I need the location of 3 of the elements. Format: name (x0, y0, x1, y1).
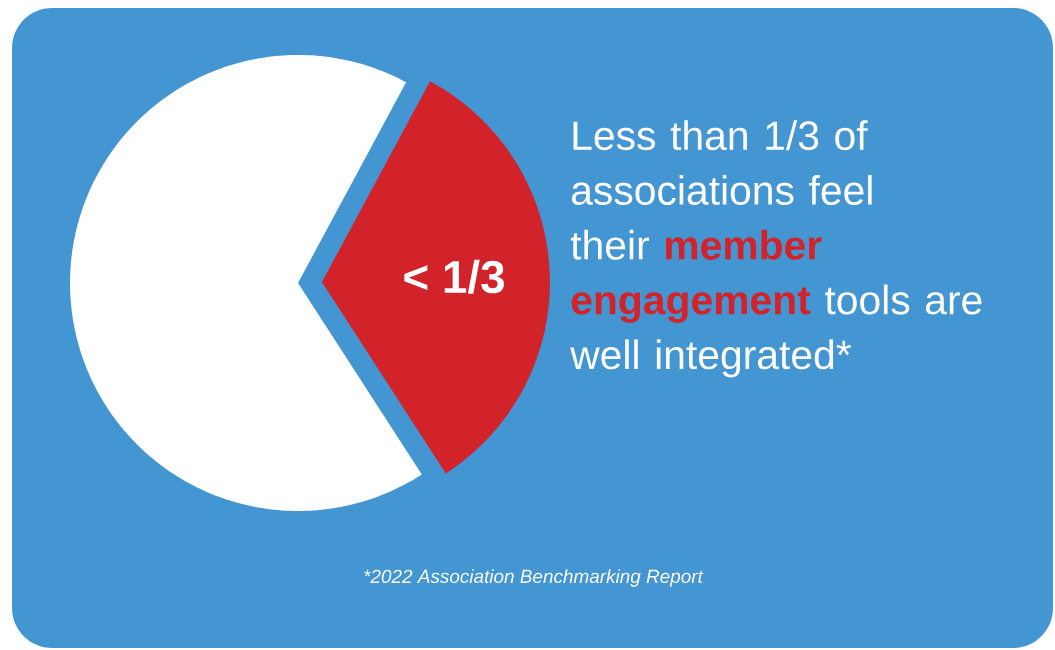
data-label: < 1/3 (404, 259, 504, 294)
text: Less than 1/3 of associations feel their member engagement tools are well integrated* (570, 120, 982, 378)
text: *2022 Association Benchmarking Report (364, 569, 704, 587)
